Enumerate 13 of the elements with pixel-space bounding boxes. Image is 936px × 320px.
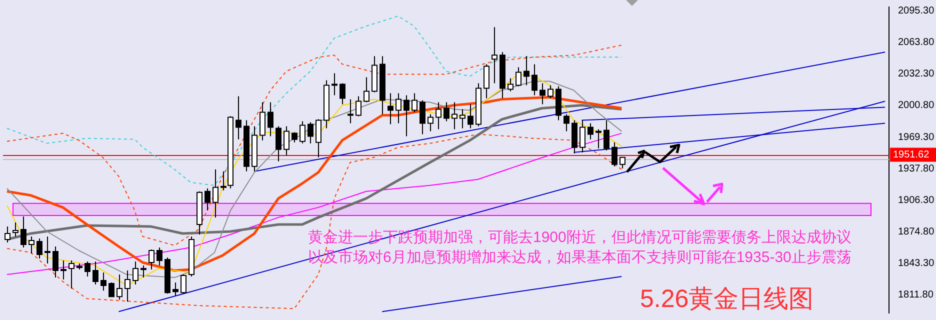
ref-line-label: 1951.62 [893, 149, 930, 160]
y-tick-label: 2095.30 [898, 6, 935, 17]
y-tick-label: 1969.30 [898, 132, 935, 143]
text: 5.26黄金日线图 [640, 284, 814, 315]
y-tick-label: 2000.80 [898, 100, 935, 112]
y-tick-label: 2063.80 [898, 37, 935, 48]
y-tick-label: 2032.30 [898, 68, 935, 80]
y-tick-label: 1874.80 [898, 226, 935, 238]
y-tick-label: 1906.30 [898, 194, 935, 206]
y-tick-label: 1937.80 [898, 163, 935, 174]
y-tick-label: 1811.80 [898, 290, 934, 301]
line-series [6, 16, 622, 186]
y-tick-label: 1843.30 [898, 258, 935, 269]
